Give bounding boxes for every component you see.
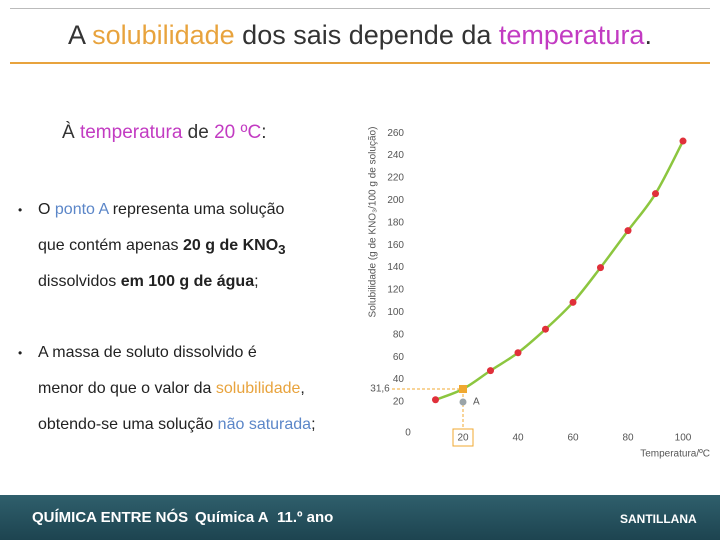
text-segment: O (38, 201, 55, 218)
text-segment: solubilidade (92, 20, 235, 50)
y-tick-label: 240 (387, 150, 404, 161)
y-axis-label: Solubilidade (g de KNO₃/100 g de solução… (368, 127, 379, 318)
x-tick-label: 0 (405, 428, 411, 439)
year: 11.º ano (277, 509, 334, 526)
text-segment: que contém apenas (38, 237, 183, 254)
text-segment: obtendo-se uma solução (38, 416, 218, 433)
bullet-line: A massa de soluto dissolvido é (18, 335, 316, 371)
publisher: SANTILLANA (620, 512, 697, 526)
subject: Química A (195, 509, 269, 526)
value-label: 31,6 (370, 384, 390, 395)
text-segment: ponto A (54, 201, 109, 218)
point-marker (679, 137, 687, 145)
x-tick-label: 40 (512, 433, 524, 444)
y-tick-label: 40 (393, 374, 405, 385)
point-marker (542, 325, 549, 333)
point-marker (624, 227, 632, 235)
chart: 20 40 60 80 100 120 140 160 180 200 220 240 260 0 20 40… (368, 127, 710, 460)
tick-highlight (452, 428, 474, 447)
point-marker (514, 349, 522, 357)
y-tick-label: 200 (387, 195, 404, 206)
y-tick-label: 260 (387, 128, 404, 139)
x-tick-label: 80 (622, 433, 634, 444)
text-segment: não saturada (217, 416, 312, 433)
text-segment: A massa de soluto dissolvido é (38, 344, 257, 361)
bullet: • O ponto A representa uma solução que con… (18, 192, 286, 300)
text-segment: representa uma solução (108, 201, 285, 218)
point-a-label: A (473, 397, 480, 408)
bullet-line: que contém apenas 20 g de KNO3 (18, 228, 286, 264)
text-segment: temperatura (79, 122, 183, 143)
bullet: • A massa de soluto dissolvido é menor do … (18, 335, 316, 443)
y-tick-label: 140 (387, 262, 404, 273)
point-marker (597, 264, 604, 272)
footer: QUÍMICA ENTRE NÓS Química A 11.º ano SAN… (0, 495, 720, 540)
point-a (459, 398, 467, 406)
x-tick-label: 100 (675, 433, 692, 444)
title: A solubilidade dos sais depende da tempe… (10, 8, 710, 64)
text-segment: 20 ºC (214, 122, 262, 143)
y-tick-label: 160 (387, 240, 404, 251)
text-segment: em 100 g de água (120, 273, 255, 290)
text-segment: ; (311, 416, 316, 433)
text-segment: menor do que o valor da (38, 380, 216, 397)
x-tick-label: 60 (567, 433, 579, 444)
point-marker (487, 367, 494, 375)
book: QUÍMICA ENTRE NÓS (32, 509, 189, 526)
x-axis-label: Temperatura/ºC (640, 449, 710, 460)
point-marker (652, 190, 659, 198)
point-marker (432, 396, 439, 404)
text-segment: : (261, 122, 267, 143)
text-segment: 20 g de KNO (183, 237, 279, 254)
bullet-line: dissolvidos em 100 g de água; (18, 264, 286, 300)
text-segment: 3 (278, 242, 286, 258)
intro: À temperatura de 20 ºC: (62, 122, 266, 144)
point-marker (459, 385, 467, 394)
text-segment: de (182, 122, 215, 143)
curve (435, 140, 685, 401)
text-segment: dos sais depende da (234, 20, 499, 50)
x-tick-label: 20 (457, 433, 469, 444)
point-marker (569, 298, 577, 306)
y-tick-label: 180 (387, 217, 404, 228)
text-segment: À (62, 122, 80, 143)
text-segment: ; (254, 273, 259, 290)
text-segment: dissolvidos (38, 273, 121, 290)
bullet-line: menor do que o valor da solubilidade, (18, 371, 316, 407)
bullet-line: O ponto A representa uma solução (18, 192, 286, 228)
text-segment: temperatura (498, 20, 645, 50)
bullet-line: obtendo-se uma solução não saturada; (18, 407, 316, 443)
text-segment: , (300, 380, 305, 397)
y-tick-label: 20 (393, 397, 405, 408)
y-tick-label: 80 (393, 329, 405, 340)
y-tick-label: 100 (387, 307, 404, 318)
text-segment: A (68, 20, 93, 50)
text-segment: solubilidade (215, 380, 301, 397)
y-tick-label: 220 (387, 173, 404, 184)
text-segment: . (644, 20, 652, 50)
y-tick-label: 60 (393, 352, 405, 363)
y-tick-label: 120 (387, 285, 404, 296)
